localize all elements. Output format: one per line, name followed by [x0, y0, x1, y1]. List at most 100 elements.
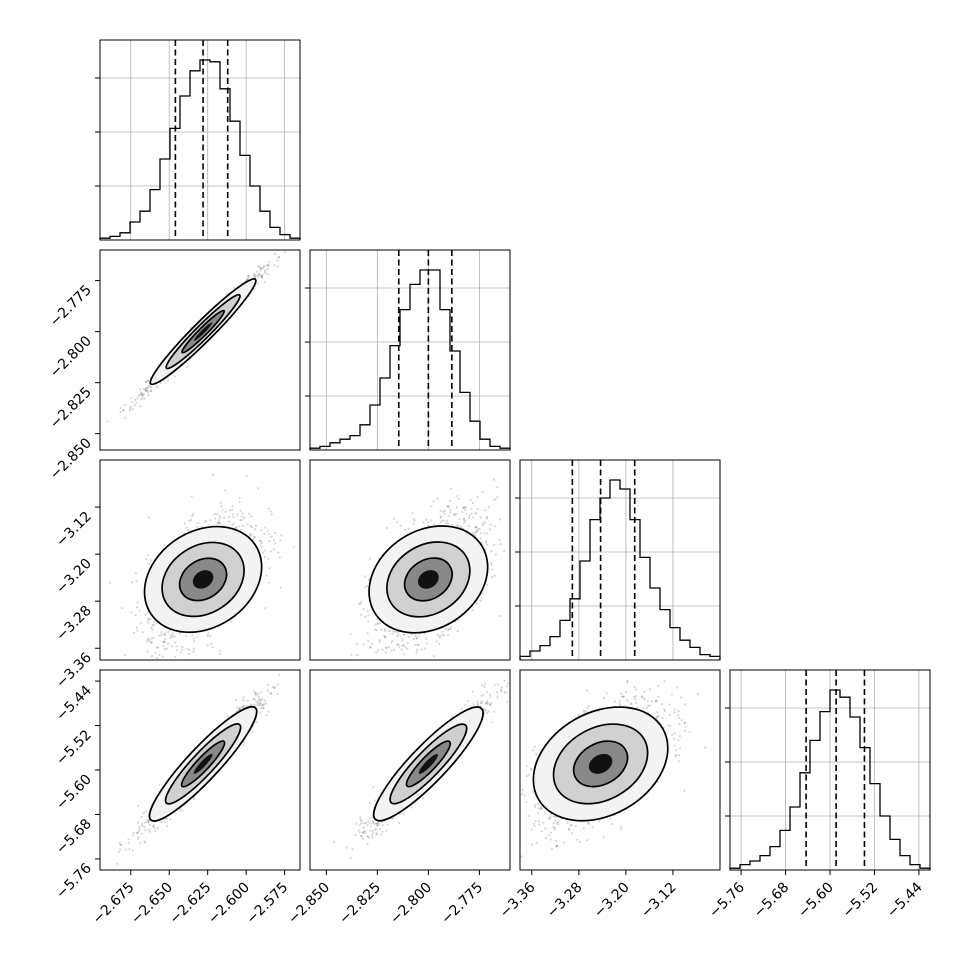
sample-point [230, 620, 233, 623]
sample-point [171, 634, 174, 637]
sample-point [133, 631, 136, 635]
sample-point [256, 282, 259, 285]
sample-point [362, 608, 365, 611]
sample-point [150, 637, 153, 640]
sample-point [140, 832, 143, 835]
sample-point [130, 397, 133, 400]
sample-point [187, 652, 191, 655]
sample-point [261, 273, 264, 277]
sample-point [129, 405, 132, 408]
sample-point [262, 265, 265, 269]
sample-point [143, 397, 146, 400]
sample-point [381, 648, 384, 651]
sample-point [131, 407, 135, 411]
sample-point [155, 384, 158, 388]
sample-point [432, 655, 436, 658]
sample-point [144, 810, 148, 813]
sample-point [207, 632, 210, 635]
sample-point [144, 389, 147, 392]
sample-point [276, 265, 279, 268]
sample-point [471, 516, 474, 519]
sample-point [272, 548, 275, 551]
sample-point [470, 512, 473, 515]
sample-point [231, 513, 234, 516]
sample-point [236, 513, 239, 516]
sample-point [245, 278, 249, 281]
sample-point [163, 648, 166, 651]
sample-point [257, 487, 260, 490]
sample-point [260, 275, 263, 278]
sample-point [425, 518, 428, 521]
sample-point [376, 622, 379, 625]
sample-point [231, 505, 234, 508]
sample-point [139, 388, 142, 391]
sample-point [130, 611, 133, 614]
sample-point [366, 610, 370, 613]
sample-point [260, 275, 263, 278]
sample-point [169, 636, 172, 639]
sample-point [491, 575, 494, 579]
sample-point [267, 710, 270, 713]
sample-point [449, 511, 452, 514]
sample-point [151, 628, 154, 631]
sample-point [464, 506, 467, 509]
sample-point [241, 524, 244, 528]
sample-point [264, 607, 267, 610]
sample-point [241, 515, 244, 518]
sample-point [421, 521, 424, 524]
sample-point [439, 509, 442, 512]
sample-point [391, 632, 394, 636]
sample-point [180, 648, 184, 652]
sample-point [412, 637, 415, 641]
sample-point [366, 584, 369, 588]
sample-point [251, 730, 254, 733]
sample-point [136, 629, 139, 632]
sample-point [164, 381, 167, 384]
sample-point [423, 647, 426, 650]
sample-point [131, 400, 134, 404]
sample-point [378, 640, 381, 643]
sample-point [151, 623, 154, 627]
sample-point [471, 608, 474, 612]
sample-point [122, 408, 125, 411]
sample-point [267, 264, 270, 267]
sample-point [146, 650, 149, 654]
sample-point [164, 638, 167, 641]
sample-point [134, 398, 137, 401]
sample-point [364, 575, 367, 578]
sample-point [119, 407, 122, 410]
sample-point [254, 524, 258, 527]
sample-point [174, 641, 177, 644]
sample-point [485, 516, 489, 519]
sample-point [209, 519, 212, 522]
sample-point [396, 631, 399, 634]
sample-point [414, 643, 417, 647]
sample-point [106, 420, 109, 423]
sample-point [239, 509, 242, 512]
sample-point [218, 652, 222, 655]
sample-point [470, 507, 473, 510]
sample-point [192, 650, 195, 653]
sample-point [468, 514, 471, 518]
sample-point [436, 497, 439, 500]
sample-point [380, 628, 383, 631]
sample-point [377, 649, 380, 652]
sample-point [444, 522, 448, 525]
sample-point [247, 274, 250, 277]
sample-point [167, 631, 170, 634]
sample-point [193, 640, 196, 643]
sample-point [478, 528, 481, 531]
sample-point [263, 264, 266, 267]
sample-point [487, 506, 491, 509]
sample-point [208, 635, 211, 638]
y-tick-label: −3.20 [53, 556, 95, 598]
sample-point [259, 269, 262, 272]
sample-point [403, 528, 407, 532]
sample-point [425, 637, 428, 640]
sample-point [165, 647, 168, 650]
sample-point [401, 644, 404, 647]
sample-point [252, 274, 255, 277]
sample-point [256, 270, 259, 273]
sample-point [135, 401, 138, 404]
sample-point [124, 416, 127, 419]
